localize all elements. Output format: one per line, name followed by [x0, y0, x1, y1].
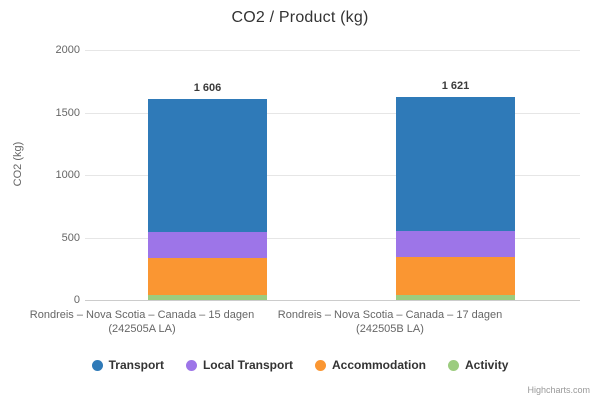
y-tick-label-2000: 2000 — [55, 44, 80, 56]
x-axis-line — [85, 300, 580, 301]
bar-segment-activity[interactable] — [396, 295, 515, 300]
bar-segment-local-transport[interactable] — [148, 232, 267, 258]
bar-group-2 — [396, 97, 515, 300]
legend-item-activity[interactable]: Activity — [448, 358, 508, 372]
legend-item-accommodation[interactable]: Accommodation — [315, 358, 426, 372]
bar-segment-transport[interactable] — [148, 99, 267, 232]
y-tick-label-500: 500 — [61, 231, 80, 244]
x-axis-category-2-line1: Rondreis – Nova Scotia – Canada – 17 dag… — [277, 309, 503, 321]
y-axis: 0 500 1000 1500 2000 — [22, 0, 106, 400]
credits-link[interactable]: Highcharts.com — [527, 385, 590, 395]
legend-item-local-transport[interactable]: Local Transport — [185, 358, 293, 372]
bar-segment-transport[interactable] — [396, 97, 515, 231]
bar-group-1 — [148, 99, 267, 300]
x-axis-category-2-line2: (242505B LA) — [356, 323, 424, 335]
legend-item-transport[interactable]: Transport — [91, 358, 164, 372]
y-tick-label-1500: 1500 — [55, 106, 80, 119]
gridline-500 — [85, 237, 580, 239]
bar-segment-activity[interactable] — [148, 295, 267, 300]
legend-item-label: Accommodation — [332, 358, 427, 372]
chart-title: CO2 / Product (kg) — [231, 9, 369, 26]
legend-marker-icon — [185, 359, 197, 371]
legend-item-label: Local Transport — [202, 358, 293, 372]
x-axis-category-2: Rondreis – Nova Scotia – Canada – 17 dag… — [270, 308, 510, 336]
gridline-1000 — [85, 175, 580, 176]
legend-marker-icon — [91, 359, 103, 371]
legend-item-label: Transport — [108, 358, 164, 372]
bar-segment-accommodation[interactable] — [396, 256, 515, 295]
bar-total-label-2: 1 621 — [441, 80, 470, 92]
legend: Transport Local Transport Accommodation … — [0, 358, 600, 372]
legend-marker-icon — [448, 359, 460, 371]
x-axis-category-1-line2: (242505A LA) — [108, 323, 176, 335]
y-tick-label-1000: 1000 — [55, 169, 80, 181]
y-tick-label-0: 0 — [73, 294, 80, 306]
legend-item-label: Activity — [465, 358, 509, 372]
gridline-2000 — [85, 50, 580, 51]
bar-segment-accommodation[interactable] — [148, 258, 267, 295]
x-axis-category-1-line1: Rondreis – Nova Scotia – Canada – 15 dag… — [29, 309, 255, 321]
x-axis-category-1: Rondreis – Nova Scotia – Canada – 15 dag… — [22, 308, 262, 336]
plot-area: 1 606 1 621 — [85, 50, 580, 300]
bar-total-label-1: 1 606 — [193, 82, 222, 94]
gridline-1500 — [85, 112, 580, 114]
legend-marker-icon — [315, 359, 326, 371]
bar-segment-local-transport[interactable] — [396, 230, 515, 257]
